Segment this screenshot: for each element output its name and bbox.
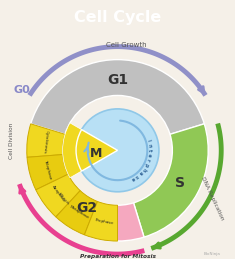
Wedge shape — [36, 174, 80, 217]
Text: BioNinja: BioNinja — [204, 252, 221, 256]
Text: e: e — [146, 153, 152, 157]
Wedge shape — [133, 124, 208, 237]
Text: h: h — [141, 166, 147, 172]
Text: Cell Growth: Cell Growth — [106, 42, 147, 48]
Text: Anaphase: Anaphase — [51, 184, 67, 203]
Wedge shape — [27, 155, 68, 190]
Wedge shape — [31, 166, 144, 241]
Wedge shape — [27, 124, 65, 157]
Wedge shape — [63, 123, 118, 178]
Text: DNA Replication: DNA Replication — [200, 176, 224, 221]
Text: S: S — [175, 176, 185, 190]
Text: s: s — [134, 173, 139, 179]
Text: Prophase: Prophase — [94, 218, 114, 226]
Text: Telophase: Telophase — [43, 159, 52, 179]
Circle shape — [76, 109, 159, 192]
Text: G2: G2 — [76, 201, 98, 215]
Text: p: p — [143, 162, 149, 167]
Text: a: a — [137, 170, 143, 176]
Text: G1: G1 — [107, 73, 128, 87]
Text: r: r — [145, 158, 151, 162]
Text: Cytokinesis: Cytokinesis — [42, 131, 48, 154]
Wedge shape — [76, 130, 118, 171]
Text: I: I — [145, 139, 151, 142]
Text: M: M — [90, 147, 102, 160]
Text: Metaphase: Metaphase — [68, 204, 89, 220]
Wedge shape — [56, 191, 98, 235]
Wedge shape — [31, 60, 204, 134]
Text: Cell Division: Cell Division — [9, 123, 14, 159]
Text: n: n — [146, 143, 152, 147]
Text: t: t — [147, 149, 152, 152]
Text: Preparation for Mitosis: Preparation for Mitosis — [79, 254, 156, 259]
Text: e: e — [130, 176, 135, 182]
Text: Mitosis: Mitosis — [57, 192, 70, 206]
Text: Cell Cycle: Cell Cycle — [74, 10, 161, 25]
Wedge shape — [84, 202, 118, 241]
Text: G0: G0 — [13, 85, 30, 95]
